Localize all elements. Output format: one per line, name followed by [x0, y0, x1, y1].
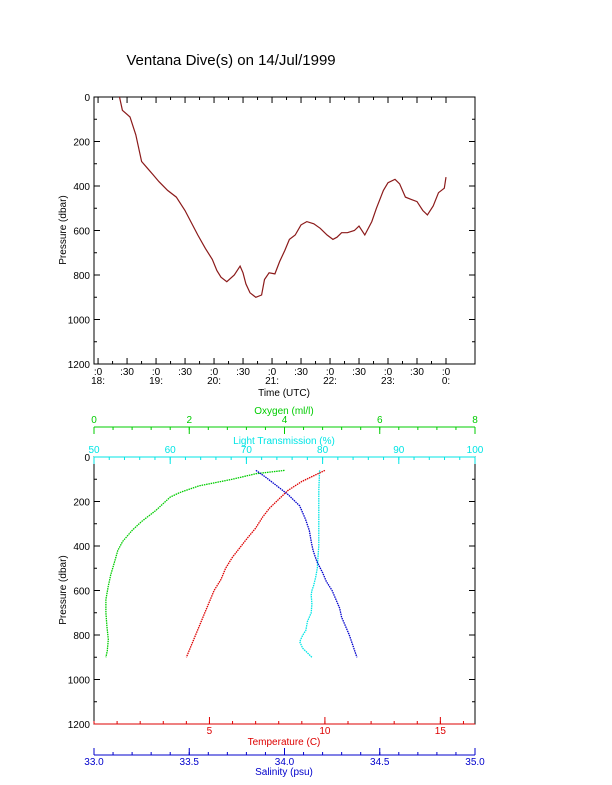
- oxygen-profile: [105, 469, 285, 658]
- salinity-axis-label: Salinity (psu): [255, 767, 313, 778]
- temperature-tick-label: 15: [435, 726, 447, 737]
- top-x-tick-label: :30: [120, 367, 134, 378]
- oxygen-tick-label: 0: [91, 415, 97, 426]
- bottom-plot-frame: [93, 456, 476, 725]
- top-x-tick-label: :0: [94, 367, 103, 378]
- top-y-tick-label: 0: [84, 93, 90, 104]
- transmission-profile: [298, 470, 321, 658]
- pressure-time-line: [118, 96, 447, 298]
- transmission-tick-label: 80: [317, 445, 329, 456]
- top-x-tick-label: :0: [268, 367, 277, 378]
- top-y-tick-label: 200: [73, 138, 90, 149]
- chart-title: Ventana Dive(s) on 14/Jul/1999: [126, 52, 335, 69]
- top-x-ticks: :018::30:019::30:020::30:021::30:022::30…: [91, 97, 451, 387]
- temperature-axis-label: Temperature (C): [248, 737, 321, 748]
- top-xlabel: Time (UTC): [258, 388, 310, 399]
- oxygen-tick-label: 6: [377, 415, 383, 426]
- salinity-tick-label: 33.0: [84, 757, 104, 768]
- top-y-tick-label: 800: [73, 271, 90, 282]
- top-x-tick-label: :0: [442, 367, 451, 378]
- top-y-ticks: 0 200 400 600 800 1000 1200: [68, 93, 475, 371]
- salinity-tick-label: 34.0: [275, 757, 295, 768]
- temperature-tick-label: 5: [207, 726, 213, 737]
- oxygen-tick-label: 4: [282, 415, 288, 426]
- oxygen-axis: 0 2 4 6 8: [91, 415, 478, 434]
- transmission-axis: 50 60 70 80 90 100: [88, 445, 484, 464]
- salinity-profile: [255, 469, 358, 658]
- transmission-tick-label: 100: [467, 445, 484, 456]
- transmission-axis-label: Light Transmission (%): [233, 436, 335, 447]
- temperature-tick-label: 10: [319, 726, 331, 737]
- bottom-ylabel: Pressure (dbar): [58, 555, 69, 624]
- top-ylabel: Pressure (dbar): [58, 195, 69, 264]
- top-x-tick-hour: 0:: [442, 376, 450, 387]
- top-y-tick-label: 1200: [68, 360, 91, 371]
- profile-series: [105, 469, 358, 658]
- top-plot-frame: [93, 96, 476, 365]
- oxygen-axis-label: Oxygen (ml/l): [254, 406, 313, 417]
- profile-chart: 0 200 400 600 800 1000 1200 0 2 4 6 8 50 60 70 80 90 10…: [58, 406, 485, 778]
- bottom-y-tick-label: 1200: [68, 720, 91, 731]
- bottom-y-tick-label: 800: [73, 631, 90, 642]
- oxygen-tick-label: 2: [186, 415, 192, 426]
- top-x-tick-label: :30: [294, 367, 308, 378]
- top-x-tick-label: :30: [410, 367, 424, 378]
- top-x-tick-label: :0: [152, 367, 161, 378]
- transmission-tick-label: 60: [165, 445, 177, 456]
- top-x-tick-label: :30: [236, 367, 250, 378]
- temperature-profile: [185, 469, 326, 658]
- bottom-y-tick-label: 1000: [68, 676, 91, 687]
- bottom-y-tick-label: 400: [73, 542, 90, 553]
- bottom-y-tick-label: 600: [73, 587, 90, 598]
- bottom-y-ticks: 0 200 400 600 800 1000 1200: [68, 453, 475, 731]
- top-x-tick-label: :30: [352, 367, 366, 378]
- temperature-axis: 5 10 15: [93, 717, 475, 737]
- top-x-tick-label: :30: [178, 367, 192, 378]
- top-x-tick-hour: 21:: [265, 376, 279, 387]
- top-x-tick-hour: 18:: [91, 376, 105, 387]
- transmission-tick-label: 90: [393, 445, 405, 456]
- top-x-tick-hour: 22:: [323, 376, 337, 387]
- top-x-tick-label: :0: [210, 367, 219, 378]
- top-y-tick-label: 400: [73, 182, 90, 193]
- bottom-y-tick-label: 200: [73, 498, 90, 509]
- top-y-tick-label: 600: [73, 227, 90, 238]
- top-x-tick-label: :0: [384, 367, 393, 378]
- transmission-tick-label: 70: [241, 445, 253, 456]
- salinity-tick-label: 35.0: [465, 757, 485, 768]
- top-x-tick-label: :0: [326, 367, 335, 378]
- top-y-tick-label: 1000: [68, 316, 91, 327]
- salinity-tick-label: 33.5: [180, 757, 200, 768]
- transmission-tick-label: 50: [88, 445, 100, 456]
- bottom-y-tick-label: 0: [84, 453, 90, 464]
- top-x-tick-hour: 23:: [381, 376, 395, 387]
- salinity-tick-label: 34.5: [370, 757, 390, 768]
- top-x-tick-hour: 20:: [207, 376, 221, 387]
- top-x-tick-hour: 19:: [149, 376, 163, 387]
- oxygen-tick-label: 8: [472, 415, 478, 426]
- salinity-axis: 33.0 33.5 34.0 34.5 35.0: [84, 748, 485, 768]
